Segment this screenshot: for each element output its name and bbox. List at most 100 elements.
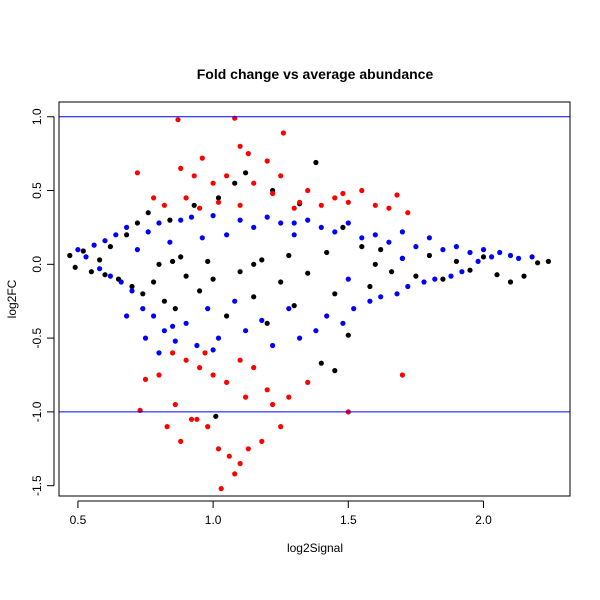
data-point [167, 217, 173, 223]
data-point [151, 279, 157, 285]
data-point [345, 332, 351, 338]
data-point [305, 270, 311, 276]
data-point [134, 220, 140, 226]
data-point [507, 252, 514, 259]
data-point [394, 192, 400, 198]
data-point [324, 249, 330, 256]
data-point [521, 273, 527, 279]
data-point [440, 247, 446, 253]
data-point [313, 159, 319, 166]
data-point [129, 283, 135, 290]
x-tick-label: 2.0 [475, 513, 492, 527]
data-point [453, 258, 459, 264]
data-point [405, 283, 411, 290]
data-point [359, 244, 365, 250]
data-point [205, 258, 211, 264]
data-point [175, 117, 181, 123]
plot-frame [58, 101, 571, 497]
data-point [88, 269, 94, 275]
data-point [259, 257, 265, 263]
data-point [399, 229, 405, 235]
data-point [102, 272, 108, 278]
data-point [291, 303, 297, 309]
data-point [432, 276, 438, 282]
data-point [118, 279, 124, 285]
data-point [232, 298, 238, 304]
data-point [178, 217, 184, 223]
data-point [243, 328, 249, 334]
data-point [372, 232, 378, 238]
data-point [172, 306, 178, 312]
data-point [97, 257, 103, 263]
data-point [194, 416, 200, 422]
data-point [145, 210, 151, 216]
reference-lines [59, 116, 570, 413]
x-tick-label: 1.5 [340, 513, 357, 527]
data-point [372, 261, 378, 267]
data-point [291, 205, 297, 211]
data-point [178, 254, 184, 260]
data-point [251, 294, 257, 300]
data-point [545, 258, 552, 264]
data-point [224, 313, 230, 319]
data-point [170, 323, 176, 329]
data-point [183, 320, 189, 326]
data-point [140, 306, 146, 312]
data-point [297, 335, 303, 341]
data-point [413, 244, 419, 250]
data-point [459, 269, 465, 275]
data-point [202, 350, 208, 356]
data-point [367, 283, 373, 290]
data-point [251, 224, 257, 230]
data-point [259, 317, 265, 323]
data-point [529, 254, 535, 260]
y-tick-label: -1.5 [30, 475, 44, 496]
chart-title: Fold change vs average abundance [197, 66, 434, 82]
data-point [129, 288, 135, 294]
data-point [134, 170, 140, 176]
data-point [161, 298, 167, 304]
data-point [183, 357, 189, 363]
data-point [251, 365, 257, 371]
data-point [191, 173, 197, 179]
data-point [332, 368, 338, 374]
y-tick-label: -1.0 [30, 401, 44, 422]
data-point [386, 239, 392, 245]
data-point [156, 350, 162, 356]
data-point [237, 217, 243, 223]
data-point [243, 170, 249, 176]
data-point [224, 232, 230, 238]
x-tick-label: 0.5 [70, 513, 87, 527]
data-point [237, 202, 243, 208]
data-point [215, 199, 222, 205]
data-point [318, 202, 324, 208]
data-point [188, 214, 195, 220]
data-point [494, 272, 500, 278]
data-point [145, 229, 151, 235]
data-point [218, 486, 224, 492]
data-point [318, 224, 324, 230]
data-point [188, 416, 195, 422]
data-point [156, 220, 162, 226]
data-point [399, 372, 405, 378]
data-point [170, 350, 176, 356]
data-point [232, 180, 238, 186]
data-point [332, 195, 338, 201]
data-point [259, 438, 265, 444]
data-point [305, 217, 311, 223]
data-point [172, 338, 178, 344]
data-point [205, 306, 211, 312]
x-tick-label: 1.0 [205, 513, 222, 527]
data-point [97, 266, 103, 272]
data-point [102, 238, 108, 244]
data-point [313, 328, 319, 334]
data-point [480, 254, 487, 260]
data-point [142, 335, 149, 341]
data-point [270, 342, 276, 349]
data-point [167, 239, 173, 245]
y-axis: -1.5 -1.0 -0.5 0.0 0.5 1.0 [30, 108, 55, 496]
data-point [467, 267, 473, 273]
data-point [489, 254, 495, 260]
data-point [178, 438, 184, 444]
